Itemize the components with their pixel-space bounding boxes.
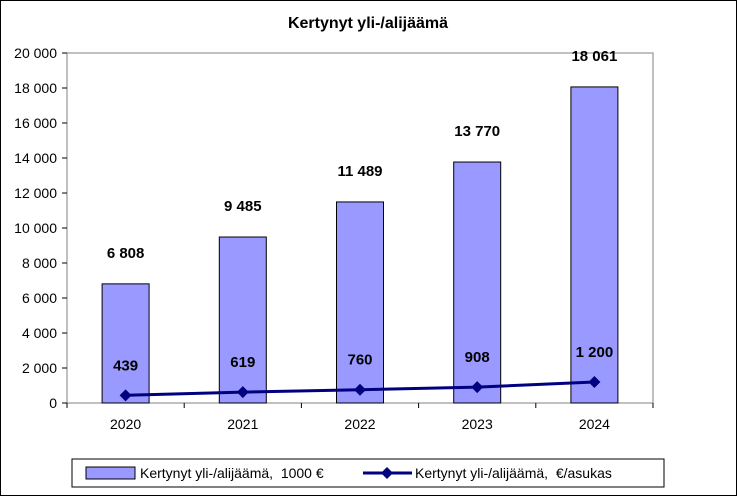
chart-title: Kertynyt yli-/alijäämä [288, 15, 448, 32]
bar [101, 283, 150, 404]
legend-line-marker [381, 467, 393, 479]
legend: Kertynyt yli-/alijäämä, 1000 € Kertynyt … [71, 458, 665, 488]
line-data-label: 619 [230, 354, 255, 371]
bar-data-label: 11 489 [337, 163, 382, 180]
y-tick-label: 16 000 [14, 115, 57, 131]
line-point-marker [471, 381, 484, 394]
line-point-marker [588, 376, 601, 388]
x-tick-label: 2020 [110, 416, 141, 432]
line-point-marker [354, 383, 366, 396]
legend-bar-swatch [85, 466, 136, 480]
line-series: 439 619 760 908 1 200 [113, 344, 614, 402]
line-data-label: 908 [465, 349, 490, 366]
y-tick-label: 0 [49, 395, 57, 411]
x-tick-label: 2024 [579, 416, 610, 432]
y-tick-label: 8 000 [22, 255, 57, 271]
bar [218, 236, 267, 404]
line-data-label: 439 [113, 357, 138, 374]
y-tick-label: 14 000 [14, 150, 57, 166]
x-tick-label: 2021 [227, 416, 258, 432]
line-data-label: 760 [347, 352, 372, 369]
y-tick-label: 10 000 [14, 220, 57, 236]
y-tick-label: 12 000 [14, 185, 57, 201]
bar-data-label: 9 485 [224, 198, 262, 215]
bar [336, 201, 384, 404]
bar [453, 161, 502, 404]
y-axis: 0 2 000 4 000 6 000 8 000 10 000 12 000 14 000 1… [14, 45, 67, 411]
y-tick-label: 4 000 [22, 325, 57, 341]
bar-series: 6 808 9 485 11 489 13 770 18 061 [101, 48, 619, 404]
y-tick-label: 18 000 [14, 80, 57, 96]
bar-data-label: 13 770 [454, 123, 500, 140]
y-tick-label: 2 000 [22, 360, 57, 376]
y-tick-label: 20 000 [14, 45, 57, 61]
x-axis: 2020 2021 2022 2023 2024 [66, 403, 654, 432]
x-tick-label: 2022 [344, 416, 375, 432]
line-point-marker [236, 386, 249, 399]
line-point-marker [119, 389, 132, 402]
legend-line-label: Kertynyt yli-/alijäämä, €/asukas [415, 465, 612, 481]
legend-bar-label: Kertynyt yli-/alijäämä, 1000 € [140, 465, 324, 481]
line-data-label: 1 200 [576, 344, 614, 361]
x-tick-label: 2023 [462, 416, 493, 432]
bar-data-label: 18 061 [571, 48, 617, 65]
bar-data-label: 6 808 [107, 245, 145, 262]
y-tick-label: 6 000 [22, 290, 57, 306]
bar [570, 86, 619, 404]
